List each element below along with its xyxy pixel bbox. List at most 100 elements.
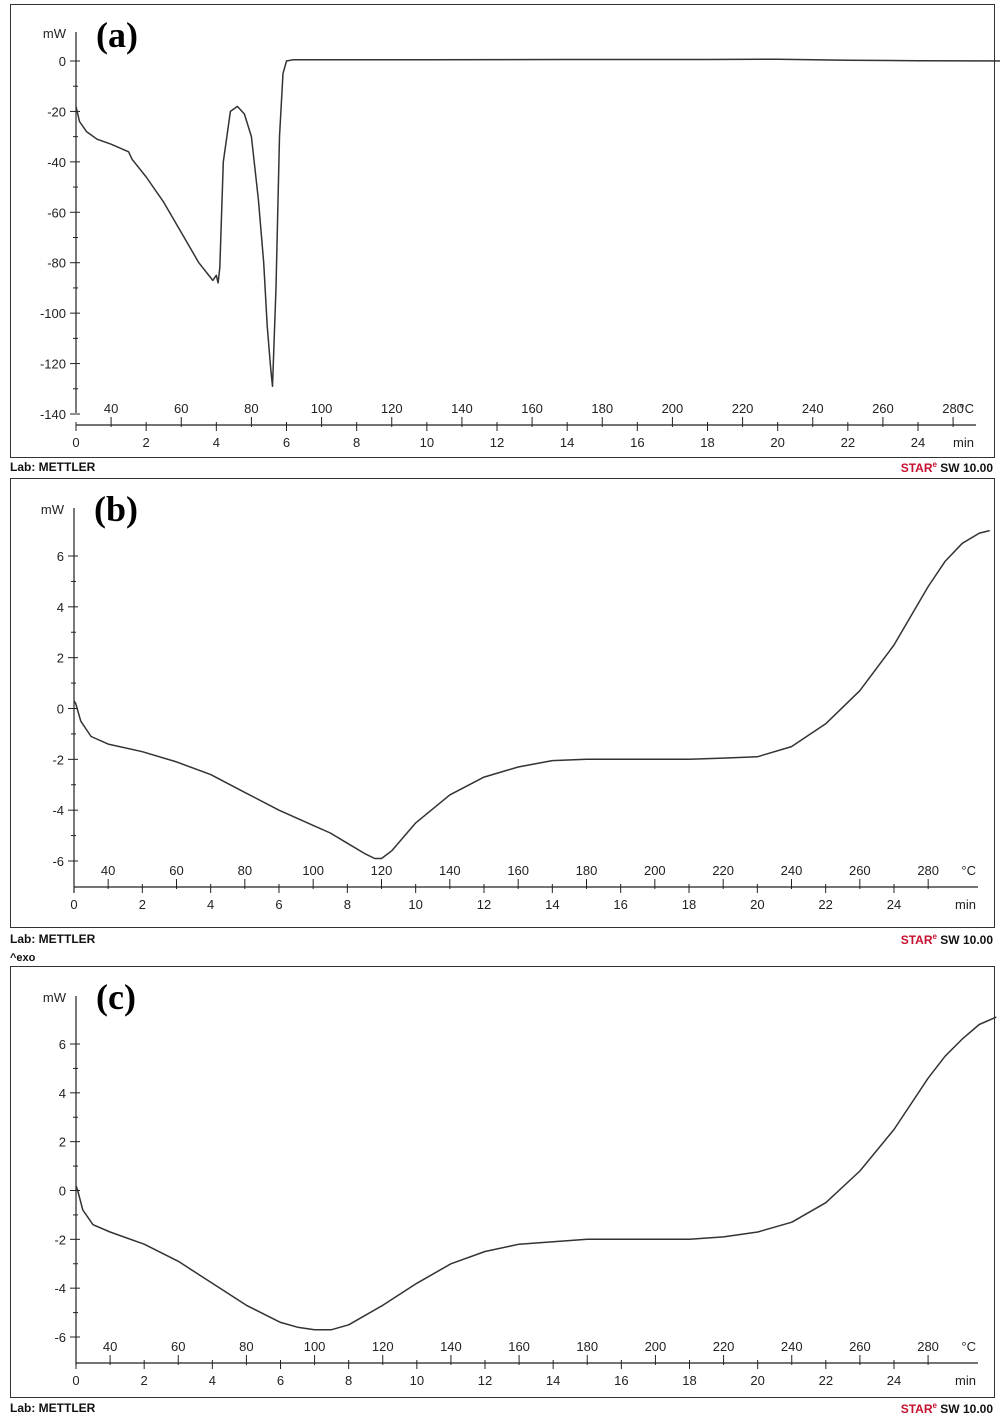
x-tick-label: 4 <box>207 897 214 912</box>
x-tick-label: 24 <box>887 897 901 912</box>
chart-frame-b: 6 4 2 0 -2 -4 -6 mW 0 2 4 6 8 10 12 14 16 18 20 22 24 40 60 80 1… <box>10 478 995 928</box>
y-tick-label: -2 <box>52 752 64 767</box>
temperature-tick-label: 260 <box>849 1339 871 1354</box>
temperature-tick-label: 60 <box>174 401 188 416</box>
temperature-tick-label: 60 <box>169 863 183 878</box>
panel-label: (c) <box>96 977 136 1017</box>
temperature-tick-label: 60 <box>171 1339 185 1354</box>
y-tick-label: 0 <box>59 54 66 69</box>
y-tick-label: 6 <box>59 1037 66 1052</box>
chart-frame-a: 0 -20 -40 -60 -80 -100 -120 -140 mW 0 2 4 6 8 10 12 14 16… <box>10 4 1000 458</box>
x-tick-label: 14 <box>546 1373 560 1388</box>
x-tick-label: 10 <box>408 897 422 912</box>
temperature-tick-label: 100 <box>304 1339 326 1354</box>
temperature-tick-label: 140 <box>440 1339 462 1354</box>
software-label: STARe SW 10.00 <box>900 932 993 947</box>
dsc-curve <box>75 58 1000 388</box>
x-tick-label: 20 <box>770 435 784 450</box>
y-tick-label: 0 <box>57 702 64 717</box>
x-tick-label: 0 <box>72 435 79 450</box>
y-tick-label: -60 <box>47 205 66 220</box>
temperature-tick-label: 260 <box>872 401 894 416</box>
temperature-tick-label: 220 <box>712 863 734 878</box>
x-tick-label: 16 <box>630 435 644 450</box>
x-tick-label: 22 <box>818 897 832 912</box>
x-tick-label: 24 <box>887 1373 901 1388</box>
x-tick-label: 10 <box>410 1373 424 1388</box>
temperature-tick-label: 160 <box>508 1339 530 1354</box>
temperature-tick-label: 240 <box>781 1339 803 1354</box>
y-tick-label: -120 <box>40 357 66 372</box>
y-tick-label: 4 <box>57 600 64 615</box>
temperature-tick-label: 200 <box>644 863 666 878</box>
temperature-tick-label: 80 <box>239 1339 253 1354</box>
temperature-tick-label: 120 <box>371 863 393 878</box>
chart-footer-c: Lab: METTLER STARe SW 10.00 <box>10 1401 995 1416</box>
time-unit-label: min <box>953 435 974 450</box>
chart-frame-c: 6 4 2 0 -2 -4 -6 mW 0 2 4 6 8 10 12 14 16 18 20 22 24 40 60 80 1… <box>10 966 997 1398</box>
y-tick-label: 2 <box>57 651 64 666</box>
software-label: STARe SW 10.00 <box>900 460 993 475</box>
dsc-curve <box>73 529 990 860</box>
y-axis-label: mW <box>43 26 67 41</box>
temperature-tick-label: 180 <box>576 863 598 878</box>
temperature-tick-label: 280 <box>917 863 939 878</box>
y-tick-label: 2 <box>59 1135 66 1150</box>
temperature-tick-label: 100 <box>302 863 324 878</box>
temperature-tick-label: 40 <box>103 1339 117 1354</box>
y-tick-label: 4 <box>59 1086 66 1101</box>
temperature-tick-label: 180 <box>591 401 613 416</box>
temperature-tick-label: 80 <box>238 863 252 878</box>
temperature-tick-label: 220 <box>732 401 754 416</box>
x-tick-label: 6 <box>277 1373 284 1388</box>
x-tick-label: 2 <box>139 897 146 912</box>
time-unit-label: min <box>955 1373 976 1388</box>
temperature-tick-label: 80 <box>244 401 258 416</box>
temperature-unit-label: °C <box>961 863 976 878</box>
temperature-tick-label: 280 <box>917 1339 939 1354</box>
lab-label: Lab: METTLER <box>10 1401 96 1415</box>
y-tick-label: -2 <box>54 1232 66 1247</box>
temperature-unit-label: °C <box>961 1339 976 1354</box>
temperature-tick-label: 220 <box>713 1339 735 1354</box>
time-unit-label: min <box>955 897 976 912</box>
panel-label: (b) <box>94 489 138 529</box>
x-tick-label: 12 <box>490 435 504 450</box>
y-tick-label: -40 <box>47 155 66 170</box>
temperature-tick-label: 140 <box>451 401 473 416</box>
x-tick-label: 12 <box>478 1373 492 1388</box>
x-tick-label: 20 <box>750 1373 764 1388</box>
x-tick-label: 6 <box>275 897 282 912</box>
x-tick-label: 20 <box>750 897 764 912</box>
y-tick-label: -4 <box>52 803 64 818</box>
temperature-tick-label: 40 <box>101 863 115 878</box>
y-tick-label: -80 <box>47 256 66 271</box>
x-tick-label: 18 <box>700 435 714 450</box>
x-tick-label: 14 <box>545 897 559 912</box>
temperature-tick-label: 120 <box>381 401 403 416</box>
temperature-tick-label: 40 <box>104 401 118 416</box>
y-tick-label: -100 <box>40 306 66 321</box>
temperature-tick-label: 100 <box>311 401 333 416</box>
x-tick-label: 4 <box>209 1373 216 1388</box>
temperature-tick-label: 160 <box>507 863 529 878</box>
temperature-tick-label: 280 <box>942 401 964 416</box>
x-tick-label: 2 <box>143 435 150 450</box>
x-tick-label: 24 <box>911 435 925 450</box>
temperature-tick-label: 240 <box>781 863 803 878</box>
x-tick-label: 14 <box>560 435 574 450</box>
temperature-tick-label: 240 <box>802 401 824 416</box>
chart-footer-a: Lab: METTLER STARe SW 10.00 <box>10 460 995 475</box>
temperature-tick-label: 160 <box>521 401 543 416</box>
y-tick-label: 6 <box>57 549 64 564</box>
x-tick-label: 18 <box>682 1373 696 1388</box>
temperature-tick-label: 200 <box>645 1339 667 1354</box>
x-tick-label: 12 <box>477 897 491 912</box>
x-tick-label: 2 <box>141 1373 148 1388</box>
y-tick-label: -4 <box>54 1281 66 1296</box>
dsc-curve <box>75 1016 997 1331</box>
x-tick-label: 8 <box>345 1373 352 1388</box>
x-tick-label: 8 <box>344 897 351 912</box>
x-tick-label: 0 <box>70 897 77 912</box>
